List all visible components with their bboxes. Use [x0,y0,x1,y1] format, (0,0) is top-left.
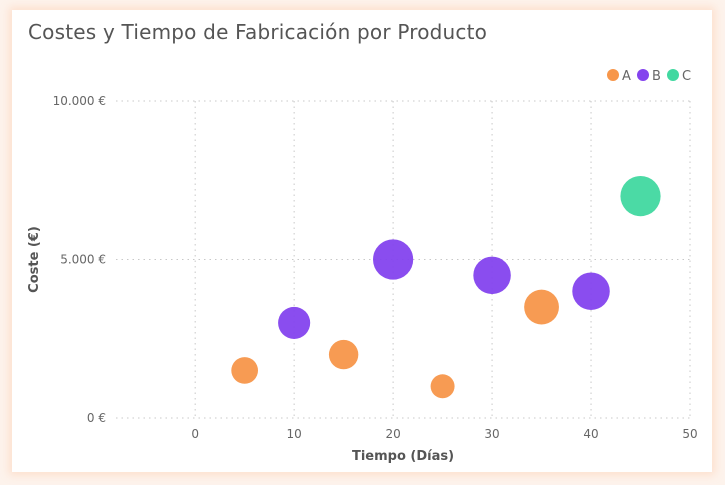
x-tick-label: 40 [583,427,598,441]
legend-marker-a[interactable] [607,69,619,81]
y-tick-label: 10.000 € [53,94,106,108]
legend-label-a[interactable]: A [622,69,631,84]
data-points [231,176,661,399]
x-axis-ticks: 0 10 20 30 40 50 [191,427,697,441]
data-point-b[interactable] [473,256,511,295]
data-point-a[interactable] [430,374,455,399]
legend-marker-c[interactable] [667,69,679,81]
y-tick-label: 0 € [87,411,106,425]
data-point-a[interactable] [524,289,559,325]
legend-label-c[interactable]: C [682,69,691,84]
chart-card: Costes y Tiempo de Fabricación por Produ… [12,10,712,472]
x-tick-label: 30 [484,427,499,441]
x-tick-label: 0 [191,427,199,441]
x-axis-title: Tiempo (Días) [352,449,454,464]
data-point-a[interactable] [231,357,259,384]
legend-label-b[interactable]: B [652,69,661,84]
data-point-b[interactable] [572,272,610,310]
x-tick-label: 50 [682,427,697,441]
legend[interactable]: A B C [607,69,691,84]
scatter-chart: 0 € 5.000 € 10.000 € 0 10 20 30 40 50 A B C Tiemp… [27,69,698,464]
legend-marker-b[interactable] [637,69,649,81]
x-tick-label: 20 [385,427,400,441]
data-point-b[interactable] [373,239,414,280]
data-point-c[interactable] [620,176,661,217]
y-axis-title: Coste (€) [27,226,42,293]
x-tick-label: 10 [286,427,301,441]
y-axis-ticks: 0 € 5.000 € 10.000 € [53,94,106,425]
y-tick-label: 5.000 € [60,253,106,267]
data-point-a[interactable] [328,339,359,370]
data-point-b[interactable] [278,306,311,339]
chart-title: Costes y Tiempo de Fabricación por Produ… [28,20,488,44]
